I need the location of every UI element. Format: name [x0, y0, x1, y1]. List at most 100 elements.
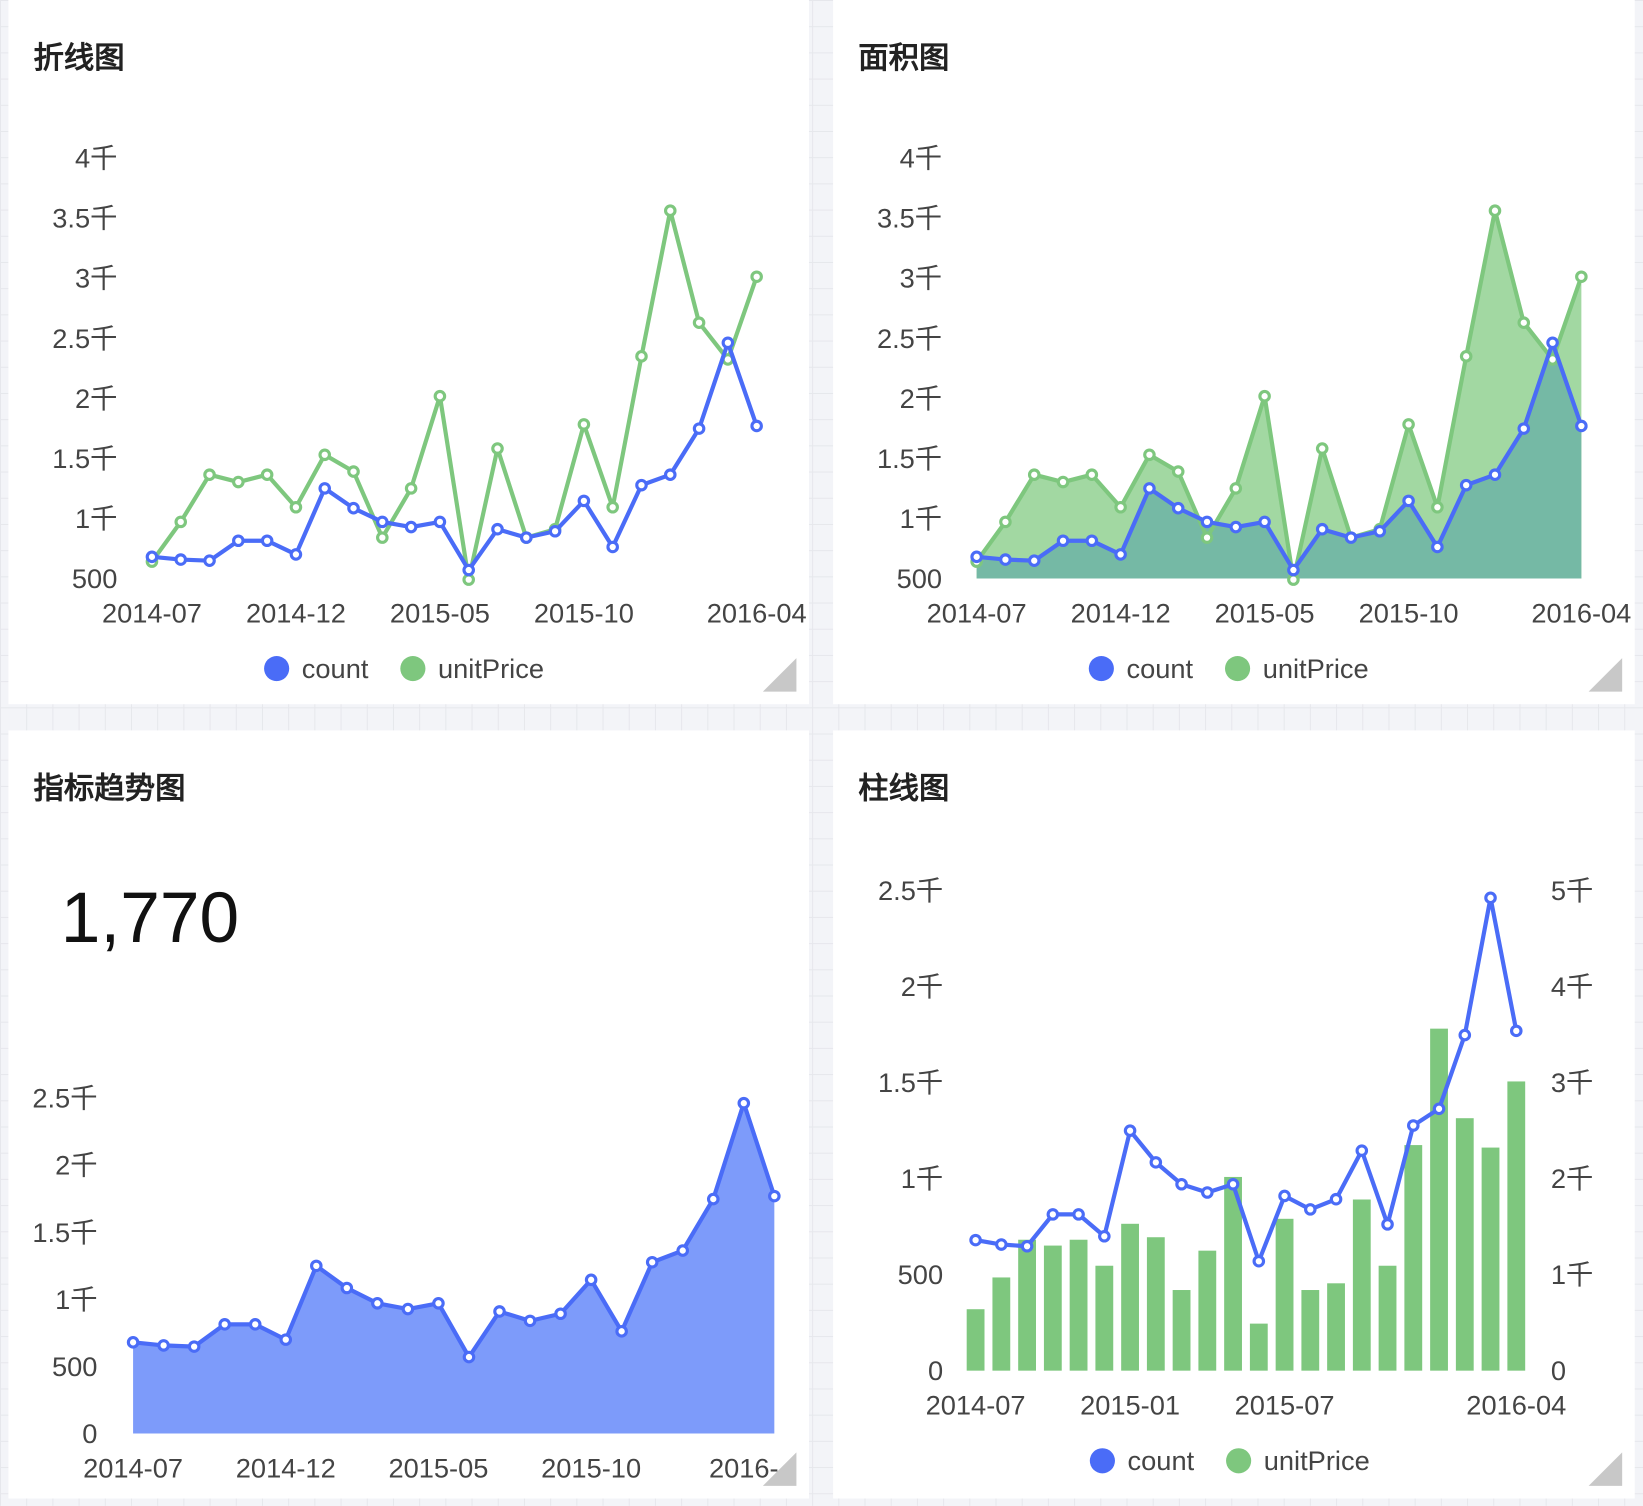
legend-count-icon [1089, 1448, 1115, 1474]
count-line-point [1484, 891, 1497, 905]
y-tick-label: 1千 [75, 503, 117, 534]
unitprice-line-point [635, 350, 648, 363]
count-line-point [999, 553, 1012, 566]
x-tick-label: 2015-05 [388, 1453, 488, 1484]
y-tick-label: 4千 [75, 143, 117, 174]
x-tick-label: 2015-07 [1235, 1390, 1335, 1421]
unitprice-bar [966, 1309, 985, 1371]
y-tick-label: 2.5千 [32, 1083, 97, 1114]
count-line-point [554, 1307, 567, 1321]
count-line-point [1304, 1203, 1317, 1216]
count-line-point [645, 1255, 659, 1269]
count-line-point [1085, 534, 1099, 548]
resize-handle-icon[interactable] [1588, 1452, 1623, 1486]
unitprice-line-point [376, 531, 389, 544]
y-tick-label: 3千 [75, 263, 117, 294]
y-tick-label: 2千 [75, 383, 117, 414]
unitprice-line-point [404, 482, 418, 495]
count-line-point [737, 1096, 751, 1110]
unitprice-line-point [318, 448, 332, 462]
y-tick-right-label: 4千 [1551, 971, 1593, 1002]
y-tick-label: 2千 [900, 383, 942, 414]
count-line-point [1046, 1208, 1060, 1221]
count-line-point [1431, 540, 1444, 554]
unitprice-bar [1043, 1245, 1062, 1371]
count-line-point [1027, 554, 1041, 567]
unitprice-bar [1146, 1237, 1165, 1371]
count-line-point [462, 1350, 476, 1364]
count-line-point [548, 524, 562, 538]
count-line-point [721, 336, 735, 350]
y-tick-label: 500 [52, 1351, 97, 1382]
y-tick-right-label: 2千 [1551, 1163, 1593, 1194]
card-title: 柱线图 [858, 770, 950, 806]
count-line-point [1056, 534, 1070, 548]
count-line-point [1278, 1189, 1291, 1203]
unitprice-line [150, 208, 759, 582]
unitprice-bar [1455, 1118, 1474, 1371]
count-line-point [1517, 422, 1531, 435]
unitprice-line-point [1200, 531, 1214, 544]
count-line-point [1258, 515, 1271, 529]
x-tick-label: 2014-07 [926, 1390, 1026, 1421]
count-line-point [433, 515, 447, 529]
legend-count-label: count [1126, 653, 1193, 684]
legend-unitprice-icon [400, 655, 426, 682]
unitprice-line-point [462, 573, 475, 586]
unitprice-line-point [663, 204, 677, 217]
count-line-point [706, 1192, 720, 1206]
count-line-point [1143, 482, 1156, 495]
count-line-point [289, 548, 303, 561]
count-line-point [260, 534, 274, 548]
count-line-point [970, 550, 983, 564]
legend-count-label: count [1128, 1445, 1195, 1476]
legend-unitprice-icon [1224, 655, 1251, 682]
y-tick-label: 500 [72, 563, 117, 594]
y-tick-label: 3千 [900, 263, 942, 294]
y-tick-left-label: 1千 [901, 1163, 943, 1194]
unitprice-line-point [1171, 465, 1185, 478]
unitprice-bar [992, 1277, 1011, 1371]
resize-handle-icon[interactable] [1588, 658, 1623, 692]
unitprice-line-point [1258, 389, 1271, 403]
resize-handle-icon[interactable] [762, 658, 797, 692]
count-line-point [376, 515, 389, 529]
count-line-point [248, 1318, 262, 1331]
count-line-point [145, 550, 159, 564]
count-line-point [1098, 1229, 1111, 1243]
count-line-point [401, 1302, 415, 1316]
count-line-point [1381, 1218, 1394, 1231]
count-line-point [969, 1233, 982, 1247]
count-line-point [126, 1336, 140, 1349]
unitprice-line-point [1056, 475, 1070, 489]
x-tick-label: 2016-04 [707, 597, 807, 628]
x-tick-label: 2015-10 [541, 1453, 641, 1484]
count-line-point [232, 534, 245, 548]
count-line-point [1546, 336, 1559, 350]
count-line-point [520, 531, 533, 544]
count-line-point [1123, 1124, 1137, 1137]
unitprice-line-point [1085, 468, 1099, 481]
count-line-point [203, 554, 216, 567]
unitprice-bar [1018, 1239, 1036, 1371]
unitprice-line-point [1287, 573, 1300, 586]
y-tick-label: 1.5千 [32, 1217, 97, 1248]
count-line-point [1373, 524, 1387, 538]
count-line-point [1226, 1177, 1240, 1191]
count-line-point [1575, 419, 1588, 433]
count-line-point [1488, 468, 1502, 481]
unitprice-line-point [1315, 442, 1329, 455]
unitprice-line [974, 208, 1584, 582]
count-line-point [1072, 1208, 1085, 1221]
count-line-point [1149, 1156, 1163, 1169]
unitprice-line-point [1488, 204, 1502, 217]
y-tick-label: 500 [897, 563, 942, 594]
count-line-point [750, 419, 763, 433]
x-tick-label: 2015-10 [1359, 597, 1459, 628]
unitprice-line-point [1027, 468, 1041, 481]
count-line-point [676, 1244, 690, 1257]
unitprice-bar [1249, 1323, 1268, 1371]
resize-handle-icon[interactable] [762, 1452, 797, 1486]
count-line-point [1252, 1254, 1266, 1268]
y-tick-label: 3.5千 [877, 203, 942, 234]
